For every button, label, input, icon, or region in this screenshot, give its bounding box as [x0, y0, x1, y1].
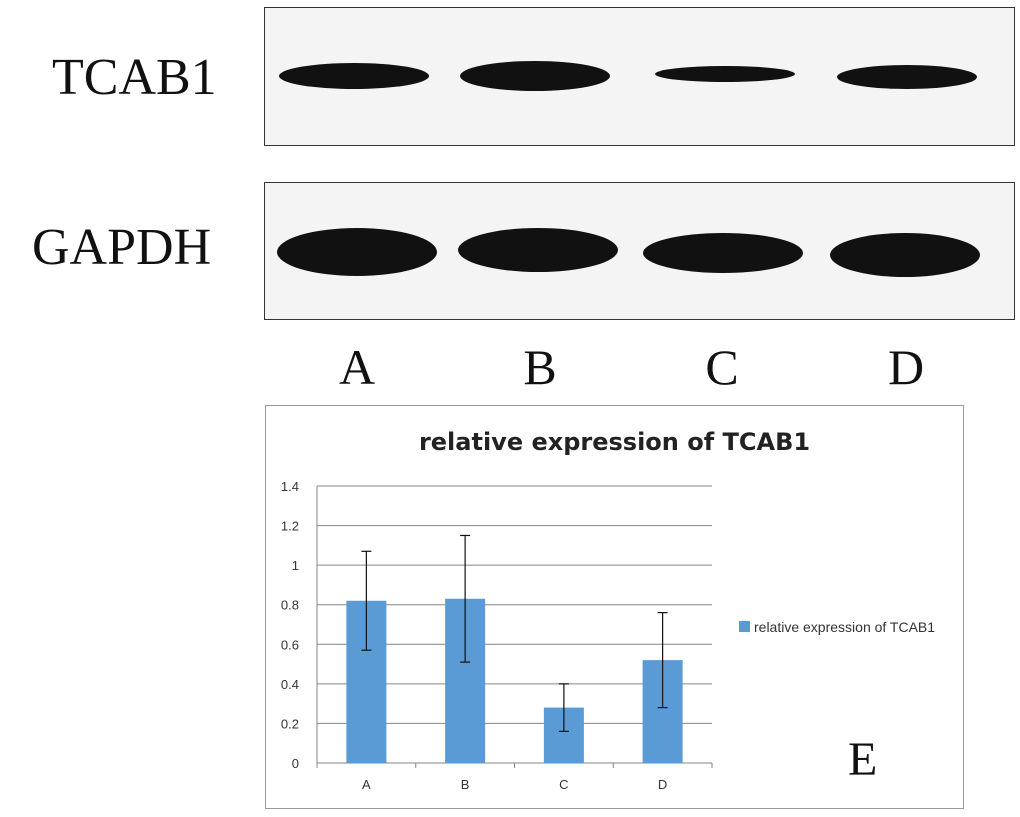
blot-row-label-gapdh: GAPDH [32, 219, 212, 276]
bar-chart-panel: relative expression of TCAB1 0 0.2 0.4 0.6 0… [265, 405, 964, 809]
legend-swatch [739, 621, 750, 633]
band-tcab1-d [837, 65, 977, 89]
y-tick-label: 0.6 [281, 637, 299, 652]
y-tick-label: 1.4 [281, 479, 299, 494]
band-gapdh-b [458, 228, 618, 272]
chart-legend: relative expression of TCAB1 [739, 616, 939, 638]
x-tick-label: A [362, 777, 371, 792]
y-tick-label: 0.4 [281, 677, 299, 692]
x-tick-label: D [658, 777, 667, 792]
band-tcab1-a [279, 63, 429, 89]
y-tick-label: 1 [292, 558, 299, 573]
y-tick-label: 0.8 [281, 598, 299, 613]
band-gapdh-c [643, 233, 803, 273]
legend-label: relative expression of TCAB1 [754, 619, 936, 635]
y-tick-label: 1.2 [281, 519, 299, 534]
x-tick-label: C [559, 777, 568, 792]
band-tcab1-b [460, 61, 610, 91]
blot-panel-tcab1 [264, 7, 1015, 146]
x-tick-label: B [461, 777, 470, 792]
y-tick-label: 0 [292, 756, 299, 771]
band-gapdh-a [277, 228, 437, 276]
band-gapdh-d [830, 233, 980, 277]
y-tick-label: 0.2 [281, 716, 299, 731]
bar-chart-svg: 0 0.2 0.4 0.6 0.8 1 1.2 1.4 A B C D [281, 479, 713, 792]
blot-panel-gapdh [264, 182, 1015, 320]
blot-row-label-tcab1: TCAB1 [52, 49, 217, 106]
lane-label-d: D [887, 339, 925, 395]
panel-letter: E [848, 733, 878, 786]
lane-label-c: C [705, 339, 739, 395]
lane-label-b: B [523, 339, 557, 395]
band-tcab1-c [655, 66, 795, 82]
chart-title: relative expression of TCAB1 [418, 428, 811, 456]
lane-label-a: A [338, 339, 376, 395]
